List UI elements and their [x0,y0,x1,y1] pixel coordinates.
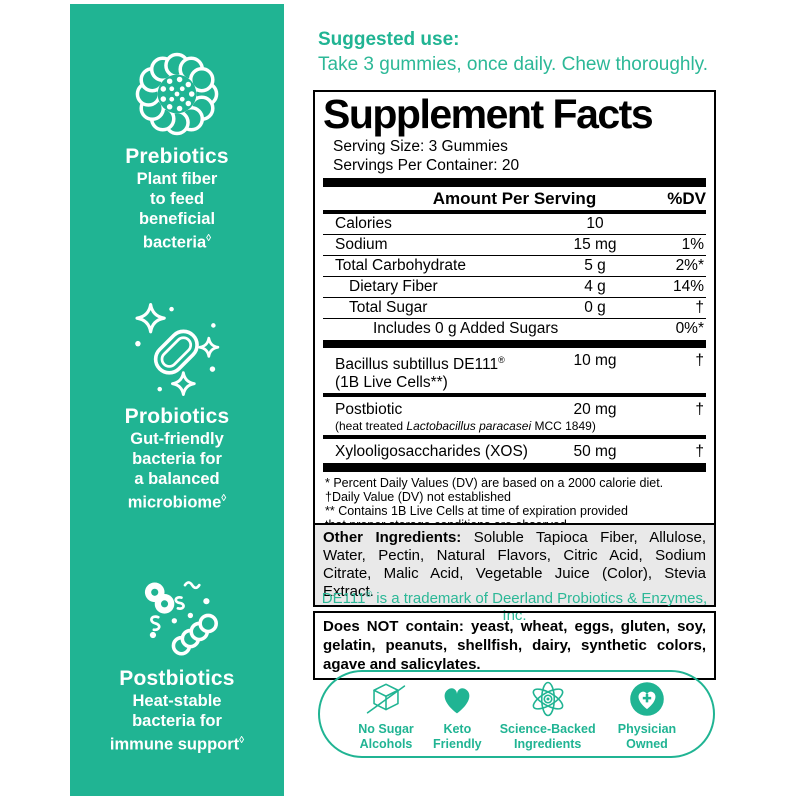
table-row: Calories 10 [323,214,706,235]
table-row: Sodium 15 mg 1% [323,235,706,256]
registered-mark: ® [498,355,505,365]
feature-badges-pill: No Sugar Alcohols Keto Friendly [318,670,715,758]
does-not-contain-label: Does NOT contain: [323,618,464,635]
divider-medium [323,393,706,398]
suggested-use-text: Take 3 gummies, once daily. Chew thoroug… [318,54,709,75]
other-ingredients-text: Soluble Tapioca Fiber, Allulose, Water, … [323,529,706,600]
no-sugar-cube-icon [363,676,409,722]
probiotic-capsule-sparkles-icon [70,300,284,400]
registered-mark: ® [365,589,373,599]
active-ingredient-row: Postbiotic (heat treated Lactobacillus p… [335,401,704,434]
prebiotics-desc-line: bacteria◊ [142,233,212,252]
table-row: Dietary Fiber 4 g 14% [323,277,706,298]
badge-physician-owned: Physician Owned [607,676,687,752]
footnote-diamond: ◊ [206,233,212,244]
serving-info: Serving Size: 3 Gummies Servings Per Con… [323,134,706,178]
dv-header: %DV [667,189,706,208]
probiotics-section: Probiotics Gut-friendly bacteria for a b… [70,300,284,513]
divider-thick [323,178,706,187]
serving-size: Serving Size: 3 Gummies [333,138,508,155]
postbiotics-desc-line: bacteria for [132,712,222,730]
does-not-contain-text: yeast, wheat, eggs, gluten, soy, gelatin… [323,618,706,673]
prebiotics-title: Prebiotics [125,145,229,168]
probiotics-desc-line: bacteria for [132,450,222,468]
footnote-diamond: ◊ [239,735,245,746]
other-ingredients-box: Other Ingredients: Soluble Tapioca Fiber… [313,523,716,607]
heart-icon [437,676,477,722]
table-row: Total Sugar 0 g † [323,298,706,319]
biotics-sidebar: Prebiotics Plant fiber to feed beneficia… [70,4,284,796]
prebiotics-desc-line: beneficial [138,210,216,228]
atom-icon [523,676,573,722]
supplement-facts-title: Supplement Facts [323,91,654,137]
prebiotic-microbe-icon [70,48,284,140]
medical-heart-icon [626,676,668,722]
postbiotics-title: Postbiotics [119,667,235,690]
divider-medium [323,210,706,214]
table-header: Amount Per Serving %DV [323,187,706,210]
badge-keto-friendly: Keto Friendly [426,676,488,752]
postbiotics-desc-line: immune support◊ [109,735,245,754]
badge-no-sugar-alcohols: No Sugar Alcohols [346,676,426,752]
supplement-facts-panel: Supplement Facts Serving Size: 3 Gummies… [313,90,716,540]
does-not-contain-box: Does NOT contain: yeast, wheat, eggs, gl… [313,611,716,680]
divider-thick [323,463,706,473]
probiotics-desc-line: Gut-friendly [130,430,224,448]
postbiotics-section: Postbiotics Heat-stable bacteria for imm… [70,576,284,755]
table-row: Total Carbohydrate 5 g 2%* [323,256,706,277]
active-ingredient-row: Bacillus subtillus DE111® (1B Live Cells… [335,352,704,392]
divider-medium [323,435,706,440]
postbiotic-bacteria-icon [70,576,284,662]
badge-science-backed: Science-Backed Ingredients [489,676,607,752]
postbiotics-desc-line: Heat-stable [132,692,222,710]
amount-per-serving-header: Amount Per Serving [432,189,597,208]
active-ingredient-row: Xylooligosaccharides (XOS) 50 mg † [335,443,704,461]
footnote-diamond: ◊ [221,493,227,504]
prebiotics-section: Prebiotics Plant fiber to feed beneficia… [70,48,284,253]
prebiotics-desc-line: Plant fiber [136,170,218,188]
other-ingredients-label: Other Ingredients: [323,529,462,546]
servings-per-container: Servings Per Container: 20 [333,157,520,174]
probiotics-desc-line: a balanced [134,470,220,488]
probiotics-desc-line: microbiome◊ [127,493,227,512]
suggested-use: Suggested use: Take 3 gummies, once dail… [318,28,722,77]
probiotics-title: Probiotics [124,405,230,428]
divider-thick [323,340,706,348]
prebiotics-desc-line: to feed [149,190,205,208]
suggested-use-label: Suggested use: [318,29,460,50]
table-row: Includes 0 g Added Sugars 0%* [373,320,704,337]
